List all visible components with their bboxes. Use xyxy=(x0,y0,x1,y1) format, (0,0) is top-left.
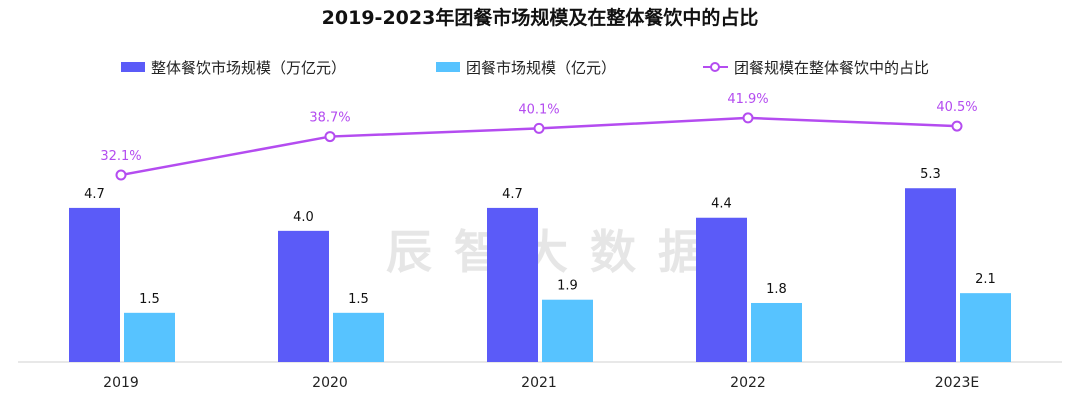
bar-total xyxy=(278,230,329,362)
legend-label-share: 团餐规模在整体餐饮中的占比 xyxy=(734,59,929,77)
chart-title: 2019-2023年团餐市场规模及在整体餐饮中的占比 xyxy=(322,6,759,29)
x-tick-label: 2020 xyxy=(312,375,348,391)
legend: 整体餐饮市场规模（万亿元） 团餐市场规模（亿元） 团餐规模在整体餐饮中的占比 xyxy=(121,59,929,77)
point-share xyxy=(324,131,336,143)
data-label: 4.7 xyxy=(84,187,105,202)
data-label: 4.0 xyxy=(293,210,314,225)
x-tick-label: 2023E xyxy=(935,375,979,391)
bar-group xyxy=(333,312,384,362)
legend-label-total: 整体餐饮市场规模（万亿元） xyxy=(151,59,346,77)
bar-group xyxy=(124,312,175,362)
bar-total xyxy=(487,207,538,362)
legend-swatch-group xyxy=(436,62,460,72)
watermark: 辰智大数据 xyxy=(386,225,726,279)
data-label-share: 40.5% xyxy=(936,100,977,115)
x-tick-label: 2019 xyxy=(103,375,139,391)
x-tick-label: 2021 xyxy=(521,375,557,391)
data-label: 4.7 xyxy=(502,187,523,202)
point-share xyxy=(742,112,754,124)
point-share xyxy=(115,169,127,181)
bar-group xyxy=(960,293,1011,362)
data-label: 1.5 xyxy=(139,292,160,307)
data-label: 1.8 xyxy=(766,282,787,297)
bar-total xyxy=(696,217,747,362)
point-share xyxy=(533,122,545,134)
data-label: 2.1 xyxy=(975,272,996,287)
data-label: 4.4 xyxy=(711,197,732,212)
bar-total xyxy=(69,207,120,362)
data-label: 1.5 xyxy=(348,292,369,307)
bar-total xyxy=(905,188,956,362)
data-label-share: 40.1% xyxy=(518,102,559,117)
data-label-share: 32.1% xyxy=(100,149,141,164)
data-label: 1.9 xyxy=(557,279,578,294)
legend-marker-share xyxy=(710,62,720,72)
data-label-share: 41.9% xyxy=(727,92,768,107)
data-label: 5.3 xyxy=(920,167,941,182)
point-share xyxy=(951,120,963,132)
x-tick-label: 2022 xyxy=(730,375,766,391)
legend-label-group: 团餐市场规模（亿元） xyxy=(466,59,616,77)
bar-group xyxy=(751,302,802,362)
bar-group xyxy=(542,299,593,362)
legend-swatch-total xyxy=(121,62,145,72)
data-label-share: 38.7% xyxy=(309,111,350,126)
